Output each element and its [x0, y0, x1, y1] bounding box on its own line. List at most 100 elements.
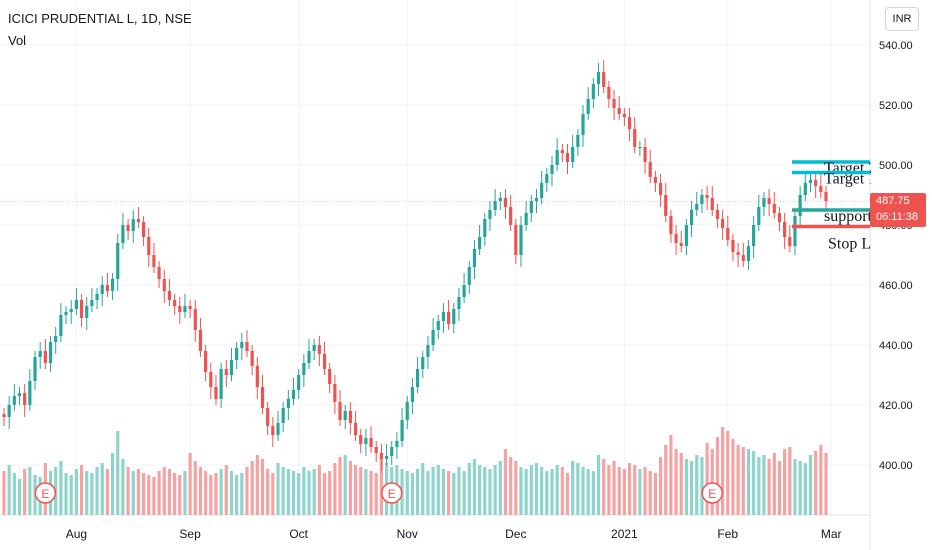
- volume-bar: [664, 445, 668, 515]
- candle-body: [710, 198, 714, 210]
- candle-body: [478, 237, 482, 249]
- candle-body: [648, 162, 652, 177]
- candle-body: [493, 201, 497, 210]
- volume-bar: [436, 465, 440, 515]
- candle-body: [788, 237, 792, 246]
- volume-bar: [596, 455, 601, 515]
- candle-body: [374, 447, 378, 453]
- candle-body: [777, 213, 782, 222]
- earnings-marker-circle: [34, 482, 57, 504]
- candle-body: [426, 345, 430, 357]
- candle-body: [95, 294, 99, 300]
- volume-bar: [488, 469, 492, 515]
- candle-body: [286, 399, 290, 408]
- volume-bar: [529, 465, 533, 515]
- candle-body: [700, 195, 704, 204]
- volume-bar: [64, 473, 68, 515]
- candle-body: [472, 249, 477, 267]
- candle-body: [390, 447, 394, 456]
- volume-bar: [374, 473, 378, 515]
- candle-body: [798, 195, 802, 216]
- candle-body: [224, 369, 228, 375]
- candle-body: [126, 225, 130, 231]
- candle-body: [131, 219, 135, 231]
- earnings-marker-label: E: [388, 487, 396, 501]
- candle-body: [167, 291, 172, 300]
- candle-body: [550, 165, 554, 174]
- volume-bar: [472, 459, 477, 515]
- volume-bar: [121, 459, 125, 515]
- volume-bar: [478, 465, 482, 515]
- volume-bar: [100, 463, 104, 515]
- volume-bar: [271, 473, 275, 515]
- volume-bar: [803, 463, 807, 515]
- y-tick-label: 460.00: [879, 280, 913, 292]
- candle-body: [384, 456, 389, 459]
- volume-bar: [105, 469, 109, 515]
- candle-body: [328, 369, 332, 384]
- volume-bar: [173, 473, 177, 515]
- volume-bar: [307, 471, 311, 515]
- volume-bar: [710, 449, 714, 515]
- y-tick-label: 420.00: [879, 400, 913, 412]
- volume-bar: [90, 473, 94, 515]
- volume-bar: [519, 467, 523, 515]
- volume-bar: [633, 465, 637, 515]
- candle-body: [503, 198, 508, 207]
- candle-body: [69, 309, 73, 312]
- currency-button[interactable]: INR: [885, 7, 919, 31]
- x-tick-label: Mar: [821, 527, 842, 541]
- candle-body: [705, 195, 709, 198]
- candle-body: [250, 351, 254, 366]
- volume-bar: [493, 465, 497, 515]
- candle-body: [219, 369, 223, 399]
- candle-body: [136, 219, 141, 222]
- candle-body: [715, 210, 720, 219]
- candle-body: [110, 279, 115, 291]
- chart-title: ICICI PRUDENTIAL L, 1D, NSE: [8, 11, 192, 26]
- volume-bar: [555, 465, 559, 515]
- volume-bar: [524, 469, 528, 515]
- candle-body: [684, 225, 689, 246]
- candle-body: [808, 180, 813, 183]
- volume-bar: [576, 463, 580, 515]
- candle-body: [814, 180, 818, 186]
- bar-countdown: 06:11:38: [876, 211, 919, 223]
- candle-body: [762, 198, 766, 207]
- candle-body: [824, 192, 828, 201]
- x-tick-label: Dec: [505, 527, 526, 541]
- volume-bars: [2, 427, 828, 515]
- candle-body: [602, 72, 606, 87]
- candle-body: [162, 279, 166, 291]
- volume-bar: [788, 447, 792, 515]
- volume-bar: [415, 469, 420, 515]
- x-tick-label: 2021: [611, 527, 638, 541]
- volume-bar: [814, 451, 818, 515]
- volume-bar: [281, 467, 285, 515]
- volume-bar: [452, 473, 456, 515]
- volume-bar: [2, 471, 6, 515]
- volume-bar: [348, 461, 352, 515]
- volume-bar: [514, 461, 518, 515]
- volume-bar: [565, 473, 570, 515]
- candle-body: [353, 423, 358, 435]
- volume-bar: [369, 471, 373, 515]
- candle-body: [2, 414, 6, 417]
- volume-bar: [498, 461, 502, 515]
- volume-bar: [808, 455, 813, 515]
- volume-bar: [746, 449, 751, 515]
- volume-bar: [638, 469, 642, 515]
- candle-body: [100, 285, 104, 294]
- volume-bar: [147, 475, 151, 515]
- volume-bar: [214, 473, 218, 515]
- candle-body: [576, 135, 580, 147]
- candle-body: [669, 216, 673, 234]
- time-axis[interactable]: Aug Sep Oct Nov Dec 2021 Feb Mar: [66, 527, 842, 541]
- volume-bar: [126, 467, 130, 515]
- volume-bar: [715, 437, 720, 515]
- volume-bar: [136, 469, 141, 515]
- volume-bar: [7, 465, 11, 515]
